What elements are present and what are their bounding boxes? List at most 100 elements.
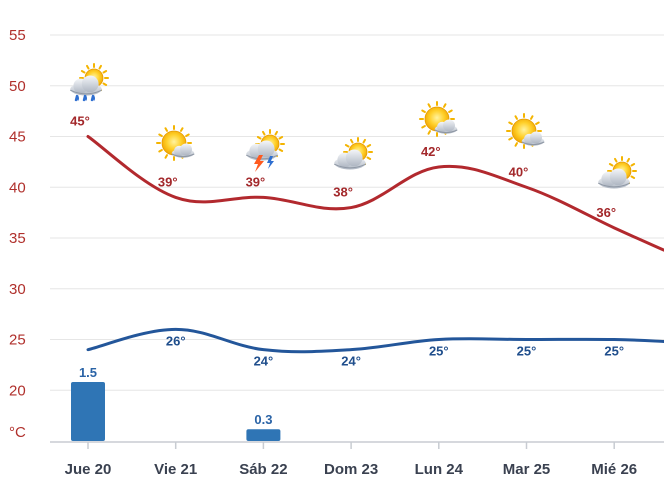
cloud-sun-icon [334,137,373,170]
cloud-shape [598,168,630,189]
rain-drop [82,94,87,102]
sun-ray [158,149,163,153]
x-tick-label: Sáb 22 [239,461,287,478]
precip-bar [71,382,105,441]
x-axis: Jue 20 Vie 21 Sáb 22 Dom 23 Lun 24 Mar 25 Mié … [50,441,664,478]
sun-ray [350,138,354,144]
low-temp-label: 26° [166,333,186,348]
low-temp-label: 25° [429,344,449,359]
high-temp-label: 40° [509,164,529,179]
sun-ray [514,115,518,120]
sun-ray [278,148,284,152]
low-temp-label: 25° [517,344,537,359]
cloud-shadow [521,141,545,146]
y-tick-label: 50 [9,78,26,95]
sun-ray [508,121,513,125]
lightning-bolt [267,156,274,169]
sun-ray [102,82,108,86]
cloud-puff [81,75,99,93]
sun-ray [278,136,284,140]
cloud-puff [609,168,627,186]
cloud-shadow [70,89,102,95]
sun-ray [80,70,86,74]
cloud-shadow [334,163,366,169]
cloud-shape [171,143,195,158]
rain-drop [74,94,79,102]
sun-ray [530,115,534,120]
lightning-bolt [254,155,264,172]
cloud-sun-rain-icon [70,63,109,102]
y-tick-label: 55 [9,27,26,44]
sun-ray [366,144,372,148]
sun-ray [608,163,614,167]
cloud-shadow [598,182,630,188]
sun-ray [443,103,447,108]
sun-ray [344,144,350,148]
sun-storm-icon [246,129,285,172]
cloud-shape [334,149,366,170]
sun-ray [448,109,453,113]
precip-label: 1.5 [79,365,97,380]
sun-ray [256,136,262,140]
y-axis: 55 50 45 40 35 30 25 20 °C [9,27,26,441]
low-temp-line [86,327,664,354]
sun-ray [262,130,266,136]
x-tick-label: Mar 25 [503,461,551,478]
sun-ray [274,130,278,136]
high-temp-label: 42° [421,144,441,159]
cloud-shadow [171,153,195,158]
sun-ray [164,154,168,159]
cloud-shadow [434,129,458,134]
high-temp-label: 45° [70,114,90,129]
sun-ray [514,142,518,147]
sun-ray [164,127,168,132]
sun-ray [427,130,431,135]
sun-ray [630,175,636,179]
sun-ray [362,138,366,144]
x-tick-label: Mié 26 [591,461,637,478]
sun-ray [158,133,163,137]
high-temp-line [86,135,664,252]
grid-lines [50,34,664,391]
sun-ray [630,163,636,167]
unit-label: °C [9,424,26,441]
cloud-shape [521,131,545,146]
y-tick-label: 40 [9,179,26,196]
sun-cloud-icon [156,125,195,161]
high-temp-label: 39° [246,174,266,189]
high-temp-label: 36° [596,205,616,220]
sun-ray [427,103,431,108]
y-tick-label: 20 [9,382,26,399]
low-temp-label: 25° [604,344,624,359]
cloud-shape [70,75,102,96]
y-tick-label: 30 [9,281,26,298]
precip-bar [246,429,281,441]
x-tick-label: Dom 23 [324,461,378,478]
sun-cloud-icon [419,101,458,137]
sun-ray [180,127,184,132]
sun-ray [508,137,513,141]
cloud-puff [443,119,455,132]
low-temp-label: 24° [341,354,361,369]
cloud-puff [345,149,363,167]
cloud-shadow [246,154,278,160]
sun-ray [535,121,540,125]
rain-drop [90,94,95,102]
cloud-shape [434,119,458,134]
x-tick-label: Jue 20 [65,461,112,478]
x-tick-label: Vie 21 [154,461,197,478]
sun-ray [421,109,426,113]
precip-label: 0.3 [254,412,272,427]
sun-ray [614,157,618,163]
high-temp-label: 38° [333,185,353,200]
x-tick-label: Lun 24 [415,461,464,478]
sun-ray [98,64,102,70]
cloud-puff [180,143,192,156]
sun-ray [626,157,630,163]
sun-ray [366,156,372,160]
cloud-sun-icon [598,156,637,189]
y-tick-label: 45 [9,129,26,146]
sun-ray [102,70,108,74]
sun-cloud-icon [506,113,545,149]
